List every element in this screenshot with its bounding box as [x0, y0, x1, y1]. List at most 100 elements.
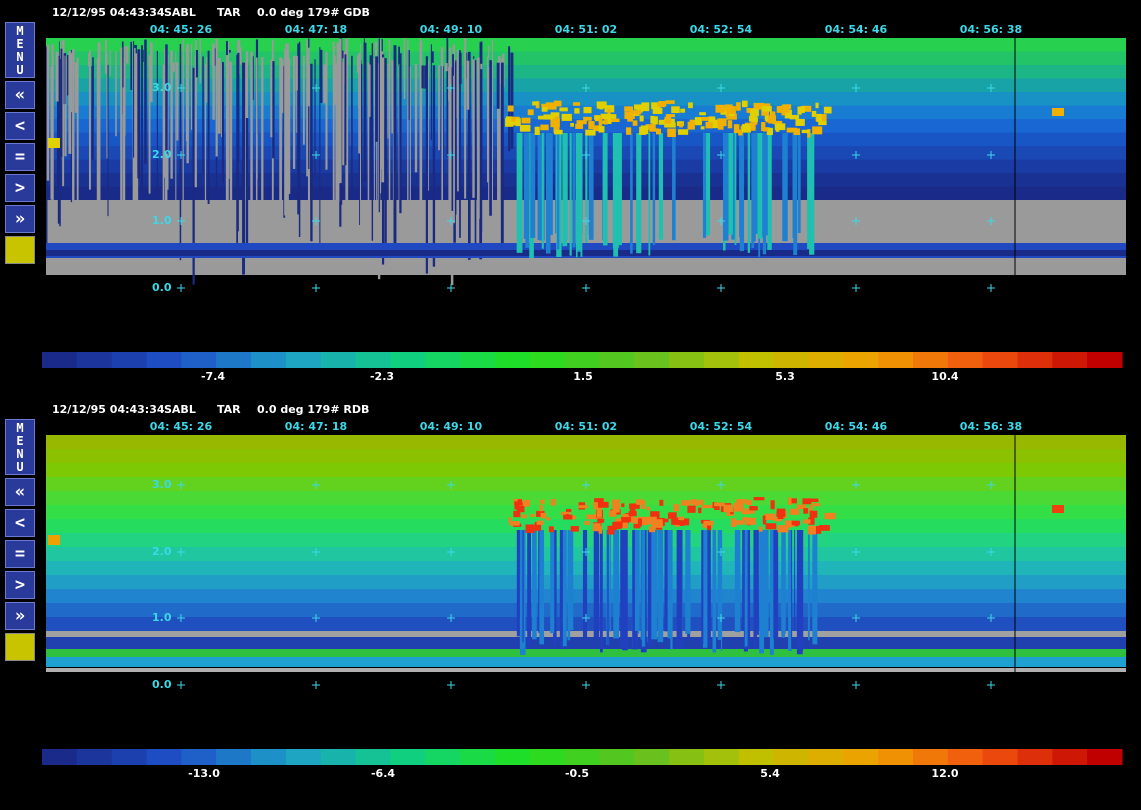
- menu-button[interactable]: MENU: [5, 419, 35, 475]
- noise: [126, 46, 129, 64]
- noise: [472, 59, 475, 198]
- nav-button[interactable]: »: [5, 602, 35, 630]
- band: [46, 51, 1126, 66]
- menu-button[interactable]: MENU: [5, 22, 35, 78]
- band: [46, 491, 1126, 506]
- cloud: [629, 515, 634, 521]
- nav-button[interactable]: >: [5, 174, 35, 202]
- noise: [441, 56, 444, 203]
- noise: [333, 46, 337, 49]
- nav-button[interactable]: «: [5, 81, 35, 109]
- cloud: [701, 505, 713, 509]
- colorbar-segment: [669, 352, 705, 368]
- nav-button[interactable]: <: [5, 112, 35, 140]
- noise: [46, 44, 50, 181]
- cloud: [561, 113, 572, 121]
- colorbar-segment: [843, 749, 879, 765]
- noise: [323, 64, 326, 104]
- band: [46, 250, 1126, 256]
- cloud: [736, 102, 741, 111]
- cloud: [650, 511, 660, 520]
- cloud: [612, 499, 620, 508]
- streak: [793, 133, 798, 256]
- cloud: [768, 127, 774, 136]
- cloud: [570, 526, 579, 532]
- cloud: [631, 517, 639, 523]
- cloud: [789, 114, 800, 120]
- cloud: [710, 123, 720, 129]
- colorbar-segment: [634, 352, 670, 368]
- colorbar-segment: [355, 352, 391, 368]
- cloud: [688, 102, 693, 109]
- noise: [491, 39, 494, 250]
- noise: [162, 64, 165, 225]
- cloud: [596, 509, 602, 518]
- streak: [549, 133, 553, 235]
- nav-button[interactable]: «: [5, 478, 35, 506]
- streak: [617, 133, 622, 246]
- noise: [369, 55, 373, 197]
- cloud: [671, 106, 680, 114]
- noise: [342, 50, 344, 59]
- streak: [754, 133, 759, 234]
- nav-button[interactable]: >: [5, 571, 35, 599]
- cloud: [633, 104, 645, 110]
- cloud: [637, 518, 642, 527]
- streak: [630, 133, 633, 254]
- cloud: [521, 514, 527, 519]
- streak: [702, 133, 707, 238]
- nav-button[interactable]: =: [5, 540, 35, 568]
- noise: [236, 57, 239, 232]
- noise: [229, 61, 233, 237]
- streak: [532, 530, 537, 640]
- noise: [182, 39, 184, 258]
- noise: [314, 59, 316, 178]
- noise: [272, 61, 275, 159]
- nav-button[interactable]: <: [5, 509, 35, 537]
- cloud: [807, 129, 811, 138]
- cloud: [693, 500, 699, 506]
- noise: [424, 65, 427, 89]
- noise: [458, 52, 462, 84]
- cloud: [592, 523, 601, 532]
- color-button[interactable]: [5, 236, 35, 264]
- noise: [195, 50, 198, 78]
- noise: [363, 42, 367, 182]
- header-field: 12/12/95 04:43:34: [52, 403, 165, 416]
- noise: [451, 67, 454, 211]
- cloud: [543, 114, 553, 120]
- streak: [734, 530, 741, 633]
- color-button[interactable]: [5, 633, 35, 661]
- streak: [530, 133, 536, 238]
- band: [46, 92, 1126, 106]
- cloud: [714, 502, 725, 507]
- cloud: [515, 118, 521, 127]
- noise: [76, 57, 79, 218]
- cloud: [607, 108, 611, 117]
- band: [46, 463, 1126, 478]
- noise: [270, 59, 273, 138]
- cloud: [627, 116, 633, 122]
- noise: [286, 43, 289, 223]
- noise: [457, 49, 459, 192]
- time-label: 04: 49: 10: [420, 23, 483, 36]
- noise: [343, 51, 346, 84]
- streak: [553, 530, 557, 646]
- noise: [60, 48, 63, 158]
- colorbar-segment: [634, 749, 670, 765]
- colorbar-segment: [494, 749, 531, 765]
- streak: [731, 133, 736, 240]
- cloud: [698, 499, 704, 506]
- noise: [244, 61, 247, 210]
- noise: [228, 49, 231, 53]
- cloud: [735, 520, 745, 525]
- nav-button[interactable]: »: [5, 205, 35, 233]
- cloud: [727, 120, 733, 129]
- cloud: [546, 517, 551, 521]
- noise: [97, 42, 101, 223]
- cloud: [803, 508, 809, 514]
- colorbar-segment: [912, 352, 949, 368]
- colorbar-label: -6.4: [371, 767, 395, 780]
- nav-button[interactable]: =: [5, 143, 35, 171]
- cloud: [668, 512, 677, 519]
